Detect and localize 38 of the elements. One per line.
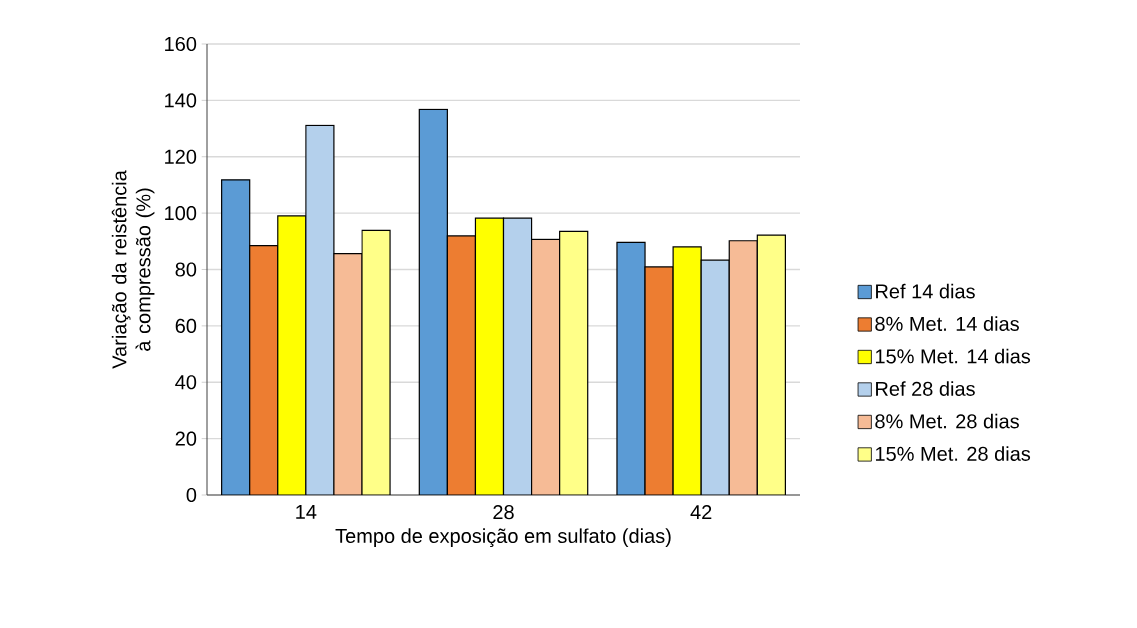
bar [728,240,758,495]
bar [559,230,589,495]
bar [530,238,561,495]
legend-label: 15% Met. 14 dias [875,348,1031,364]
bar [221,179,251,495]
y-tick-label: 160 [165,36,197,52]
bar [446,235,477,495]
bar [333,253,363,495]
x-tick-label: 14 [296,505,317,519]
y-tick-label: 120 [165,149,197,164]
bar [277,215,307,495]
legend-label: Ref 28 dias [876,381,975,396]
bar [418,108,448,495]
y-tick-label: 0 [186,487,197,503]
legend-label: 8% Met. 28 dias [875,413,1019,429]
x-tick-label: 42 [690,505,712,520]
legend-label: 8% Met. 14 dias [875,316,1019,331]
bar [616,241,646,495]
bar [700,259,730,495]
bar [474,217,505,495]
y-tick-label: 40 [175,375,197,390]
bar [361,229,391,495]
bar [249,244,279,495]
bar [672,246,702,495]
y-tick-label: 60 [175,318,197,333]
bar [644,266,674,495]
legend-label: 15% Met. 28 dias [875,446,1031,461]
x-tick-label: 28 [493,505,514,520]
y-tick-label: 80 [175,262,197,277]
y-tick-label: 140 [165,93,197,108]
bar [305,124,335,495]
bar [502,217,533,495]
y-axis-title: Variação da reistência à compressão (%) [111,170,155,369]
bar [756,234,786,495]
x-axis-title: Tempo de exposição em sulfato (dias) [335,528,671,548]
y-tick-label: 20 [175,431,197,446]
y-tick-label: 100 [165,206,197,221]
legend-label: Ref 14 dias [876,283,975,299]
